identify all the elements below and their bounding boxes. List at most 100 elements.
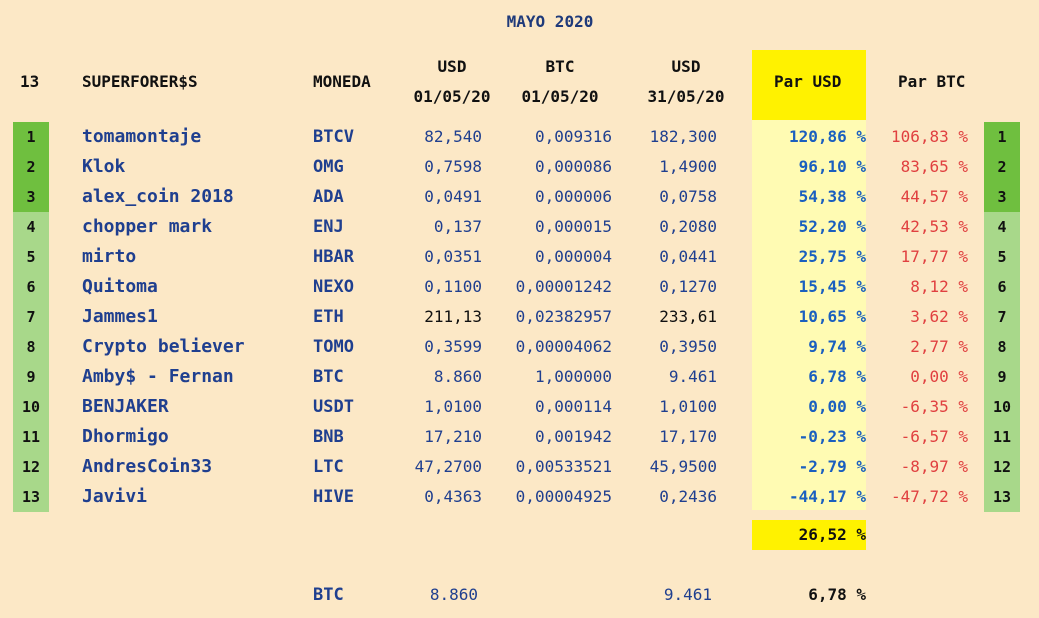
coin-symbol: OMG xyxy=(313,157,344,177)
forecaster-name: Javivi xyxy=(82,486,148,507)
btc-row-usd-start: 8.860 xyxy=(429,585,478,604)
forecaster-name: Klok xyxy=(82,156,126,177)
btc-start-value: 0,00004925 xyxy=(515,487,612,506)
coin-symbol: ENJ xyxy=(313,217,344,237)
par-usd-value: 6,78 % xyxy=(808,367,866,386)
usd-end-value: 45,9500 xyxy=(649,457,717,476)
par-btc-value: -47,72 % xyxy=(890,487,968,506)
header-usd-end-date: 31/05/20 xyxy=(647,87,725,106)
page-title: MAYO 2020 xyxy=(506,12,594,31)
rank-right: 13 xyxy=(984,482,1020,512)
par-btc-value: -6,57 % xyxy=(900,427,968,446)
header-count: 13 xyxy=(20,72,40,91)
usd-start-value: 0,7598 xyxy=(424,157,482,176)
header-btc-start: BTC 01/05/20 xyxy=(510,52,610,112)
coin-symbol: BTC xyxy=(313,367,344,387)
par-usd-value: 54,38 % xyxy=(798,187,866,206)
coin-symbol: HIVE xyxy=(313,487,354,507)
header-btc-start-date: 01/05/20 xyxy=(521,87,599,106)
coin-symbol: ETH xyxy=(313,307,344,327)
par-btc-value: 3,62 % xyxy=(910,307,968,326)
usd-start-value: 0,0351 xyxy=(424,247,482,266)
coin-symbol: TOMO xyxy=(313,337,354,357)
usd-start-value: 211,13 xyxy=(424,307,482,326)
btc-start-value: 0,00533521 xyxy=(515,457,612,476)
usd-start-value: 1,0100 xyxy=(424,397,482,416)
coin-symbol: NEXO xyxy=(313,277,354,297)
usd-end-value: 0,2080 xyxy=(659,217,717,236)
btc-start-value: 0,00004062 xyxy=(515,337,612,356)
usd-end-value: 17,170 xyxy=(659,427,717,446)
usd-end-value: 0,0758 xyxy=(659,187,717,206)
rank-left: 11 xyxy=(13,422,49,452)
rank-right: 9 xyxy=(984,362,1020,392)
rank-right: 3 xyxy=(984,182,1020,212)
rank-left: 9 xyxy=(13,362,49,392)
par-usd-value: -44,17 % xyxy=(788,487,866,506)
rank-left: 5 xyxy=(13,242,49,272)
header-par-usd: Par USD xyxy=(774,72,842,91)
btc-start-value: 1,000000 xyxy=(534,367,612,386)
par-btc-value: 2,77 % xyxy=(910,337,968,356)
usd-end-value: 0,1270 xyxy=(659,277,717,296)
par-btc-value: 83,65 % xyxy=(900,157,968,176)
par-usd-value: 120,86 % xyxy=(788,127,866,146)
forecaster-name: alex_coin 2018 xyxy=(82,186,234,207)
forecaster-name: Jammes1 xyxy=(82,306,158,327)
btc-start-value: 0,000086 xyxy=(534,157,612,176)
coin-symbol: LTC xyxy=(313,457,344,477)
par-btc-value: 8,12 % xyxy=(910,277,968,296)
par-btc-value: -8,97 % xyxy=(900,457,968,476)
rank-left: 6 xyxy=(13,272,49,302)
par-usd-value: 10,65 % xyxy=(798,307,866,326)
header-usd-start-top: USD xyxy=(437,57,467,76)
btc-start-value: 0,000015 xyxy=(534,217,612,236)
btc-start-value: 0,000004 xyxy=(534,247,612,266)
header-usd-end-top: USD xyxy=(671,57,701,76)
forecaster-name: Amby$ - Fernan xyxy=(82,366,234,387)
usd-start-value: 8.860 xyxy=(433,367,482,386)
usd-end-value: 1,0100 xyxy=(659,397,717,416)
par-btc-value: 17,77 % xyxy=(900,247,968,266)
par-usd-value: -0,23 % xyxy=(798,427,866,446)
rank-right: 1 xyxy=(984,122,1020,152)
par-btc-value: 106,83 % xyxy=(890,127,968,146)
rank-left: 2 xyxy=(13,152,49,182)
btc-row-par-usd: 6,78 % xyxy=(808,585,866,604)
header-usd-end: USD 31/05/20 xyxy=(636,52,736,112)
rank-left: 7 xyxy=(13,302,49,332)
header-par-btc: Par BTC xyxy=(898,72,966,91)
usd-start-value: 0,0491 xyxy=(424,187,482,206)
rank-right: 7 xyxy=(984,302,1020,332)
forecaster-name: mirto xyxy=(82,246,137,267)
usd-start-value: 0,3599 xyxy=(424,337,482,356)
btc-start-value: 0,000114 xyxy=(534,397,612,416)
rank-right: 2 xyxy=(984,152,1020,182)
par-btc-value: -6,35 % xyxy=(900,397,968,416)
rank-left: 10 xyxy=(13,392,49,422)
usd-start-value: 47,2700 xyxy=(414,457,482,476)
par-usd-value: 15,45 % xyxy=(798,277,866,296)
usd-end-value: 0,2436 xyxy=(659,487,717,506)
par-btc-value: 42,53 % xyxy=(900,217,968,236)
header-btc-start-top: BTC xyxy=(545,57,575,76)
forecaster-name: Crypto believer xyxy=(82,336,245,357)
forecaster-name: tomamontaje xyxy=(82,126,202,147)
coin-symbol: USDT xyxy=(313,397,354,417)
par-usd-column-bg xyxy=(752,120,866,510)
forecaster-name: Quitoma xyxy=(82,276,158,297)
btc-start-value: 0,02382957 xyxy=(515,307,612,326)
usd-start-value: 17,210 xyxy=(424,427,482,446)
usd-end-value: 182,300 xyxy=(649,127,717,146)
usd-end-value: 0,0441 xyxy=(659,247,717,266)
usd-start-value: 0,1100 xyxy=(424,277,482,296)
btc-start-value: 0,000006 xyxy=(534,187,612,206)
rank-right: 4 xyxy=(984,212,1020,242)
rank-right: 8 xyxy=(984,332,1020,362)
par-btc-value: 0,00 % xyxy=(910,367,968,386)
rank-left: 4 xyxy=(13,212,49,242)
par-btc-value: 44,57 % xyxy=(900,187,968,206)
usd-end-value: 233,61 xyxy=(659,307,717,326)
average-box xyxy=(752,520,866,550)
par-usd-value: 96,10 % xyxy=(798,157,866,176)
